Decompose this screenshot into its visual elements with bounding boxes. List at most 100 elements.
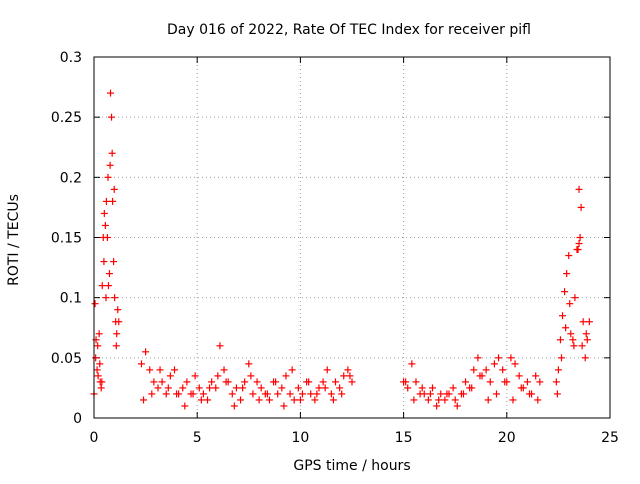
data-point	[523, 378, 531, 386]
data-point	[435, 396, 443, 404]
data-point	[321, 384, 329, 392]
data-point	[305, 378, 313, 386]
data-point	[459, 390, 467, 398]
data-point	[296, 396, 304, 404]
data-point	[468, 384, 476, 392]
data-point	[340, 372, 348, 380]
data-point	[140, 396, 148, 404]
data-point	[280, 402, 288, 410]
data-point	[253, 378, 261, 386]
chart-title: Day 016 of 2022, Rate Of TEC Index for r…	[167, 22, 531, 38]
data-point	[576, 234, 584, 241]
data-point	[241, 378, 249, 386]
data-point	[534, 396, 542, 404]
data-point	[486, 378, 494, 386]
data-point	[336, 384, 344, 392]
data-point	[331, 378, 339, 386]
data-point	[94, 342, 102, 350]
data-point	[101, 221, 109, 229]
data-point	[110, 185, 118, 193]
data-point	[154, 384, 162, 392]
data-point	[327, 390, 335, 398]
data-point	[404, 384, 412, 392]
data-point	[96, 360, 104, 368]
data-point	[150, 378, 158, 386]
x-tick-label: 20	[498, 430, 516, 446]
data-point	[109, 197, 117, 205]
y-tick-label: 0.15	[51, 231, 82, 247]
data-point	[104, 173, 112, 181]
data-point	[230, 402, 238, 410]
data-point	[426, 390, 434, 398]
data-point	[532, 372, 540, 380]
data-point	[433, 402, 441, 410]
data-point	[102, 294, 110, 302]
y-tick-label: 0.2	[60, 170, 82, 186]
data-point	[492, 390, 500, 398]
data-point	[451, 396, 459, 404]
data-point	[583, 336, 591, 344]
data-point	[111, 294, 119, 302]
data-point	[511, 360, 519, 368]
y-tick-label: 0.3	[60, 50, 82, 66]
data-point	[575, 240, 583, 248]
x-axis-label: GPS time / hours	[293, 458, 410, 474]
data-point	[554, 366, 562, 374]
data-point	[581, 354, 589, 362]
data-point	[156, 366, 164, 374]
data-point	[113, 330, 121, 338]
data-point	[476, 372, 484, 380]
data-point	[570, 342, 578, 350]
data-point	[214, 372, 222, 380]
x-tick-label: 5	[193, 430, 202, 446]
data-point	[495, 354, 503, 362]
data-point	[142, 348, 150, 356]
data-point	[265, 396, 273, 404]
data-point	[102, 197, 110, 205]
data-point	[453, 402, 461, 410]
data-point	[563, 270, 571, 278]
data-point	[484, 396, 492, 404]
data-point	[574, 246, 582, 254]
data-point	[91, 300, 99, 308]
data-point	[104, 282, 112, 290]
data-point	[106, 161, 114, 169]
data-point	[98, 282, 106, 290]
data-point	[559, 312, 567, 320]
data-point	[208, 378, 216, 386]
data-point	[212, 384, 220, 392]
data-point	[482, 366, 490, 374]
x-tick-label: 10	[291, 430, 309, 446]
data-point	[585, 318, 593, 326]
data-point	[562, 324, 570, 332]
y-tick-label: 0.25	[51, 110, 82, 126]
data-point	[220, 366, 228, 374]
data-point	[282, 372, 290, 380]
data-point	[408, 360, 416, 368]
data-point	[579, 318, 587, 326]
data-point	[315, 384, 323, 392]
data-point	[164, 384, 172, 392]
data-point	[137, 360, 145, 368]
data-point	[222, 378, 230, 386]
data-point	[499, 366, 507, 374]
data-point	[517, 384, 525, 392]
data-point	[348, 378, 356, 386]
data-point	[490, 360, 498, 368]
data-point	[206, 384, 214, 392]
data-point	[199, 390, 207, 398]
data-point	[216, 342, 224, 350]
data-point	[507, 354, 515, 362]
y-axis-label: ROTI / TECUs	[6, 194, 22, 286]
data-point	[247, 372, 255, 380]
data-point	[552, 378, 560, 386]
data-point	[470, 366, 478, 374]
data-point	[307, 390, 315, 398]
data-point	[162, 390, 170, 398]
data-point	[245, 360, 253, 368]
data-point	[103, 234, 111, 241]
data-point	[272, 378, 280, 386]
